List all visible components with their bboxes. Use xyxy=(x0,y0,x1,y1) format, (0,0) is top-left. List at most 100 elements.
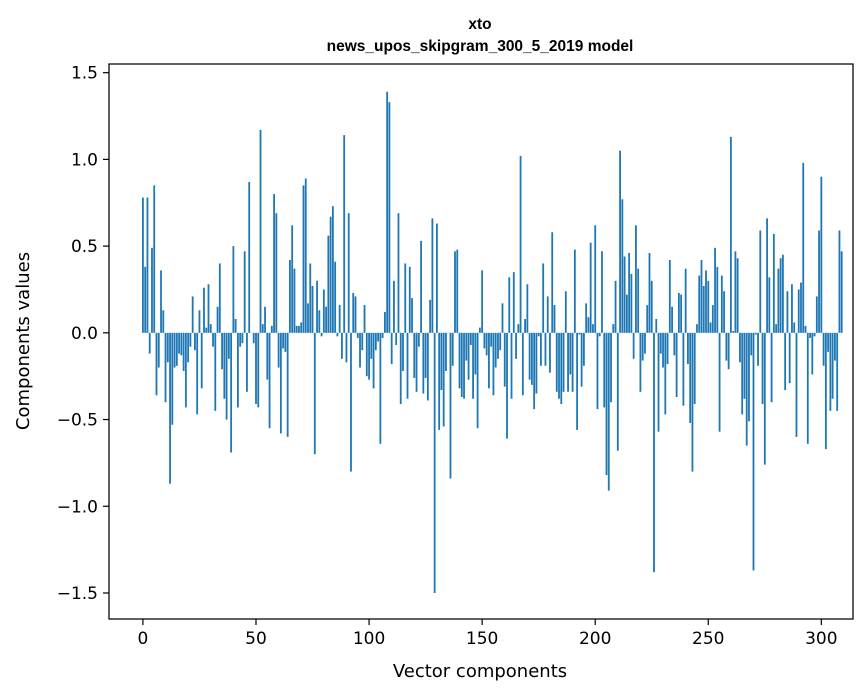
bar-4 xyxy=(151,247,153,333)
bar-261 xyxy=(732,331,735,333)
bar-54 xyxy=(264,306,266,333)
bar-284 xyxy=(784,332,787,391)
bar-163 xyxy=(510,332,513,399)
bar-245 xyxy=(696,324,698,333)
bar-174 xyxy=(535,332,538,394)
bar-272 xyxy=(757,332,759,366)
bar-235 xyxy=(673,332,676,356)
bar-32 xyxy=(214,332,217,411)
bar-114 xyxy=(399,332,402,404)
bar-292 xyxy=(802,162,805,333)
bar-68 xyxy=(295,325,298,333)
bar-73 xyxy=(307,303,309,333)
bar-90 xyxy=(345,332,348,363)
bar-5 xyxy=(153,185,156,333)
bar-70 xyxy=(300,322,303,333)
bar-212 xyxy=(621,199,624,333)
bar-107 xyxy=(383,312,386,333)
bar-200 xyxy=(594,225,597,333)
bar-6 xyxy=(155,332,158,396)
bar-257 xyxy=(723,291,726,333)
bar-67 xyxy=(293,268,296,333)
bar-236 xyxy=(675,332,678,397)
bar-83 xyxy=(329,216,332,333)
bar-274 xyxy=(761,332,764,404)
x-tick-label: 200 xyxy=(579,629,611,649)
bar-243 xyxy=(691,332,694,472)
bar-37 xyxy=(225,332,228,420)
bar-210 xyxy=(616,332,619,451)
bar-31 xyxy=(212,332,214,347)
bar-229 xyxy=(659,332,662,354)
bar-218 xyxy=(635,225,637,333)
bar-256 xyxy=(720,275,723,333)
bar-57 xyxy=(270,325,273,333)
bar-299 xyxy=(818,230,820,333)
bar-82 xyxy=(327,235,330,333)
bar-283 xyxy=(781,254,784,333)
bar-96 xyxy=(359,332,361,368)
bar-279 xyxy=(772,233,775,333)
y-axis-label: Components values xyxy=(13,252,34,430)
bar-41 xyxy=(234,318,237,333)
bar-43 xyxy=(239,332,242,347)
bar-161 xyxy=(506,332,508,439)
bar-89 xyxy=(343,135,346,333)
bar-63 xyxy=(284,332,287,352)
bar-231 xyxy=(664,332,667,415)
bars-group xyxy=(142,91,843,593)
bar-187 xyxy=(564,291,567,333)
bar-98 xyxy=(363,305,366,333)
bar-110 xyxy=(390,332,393,365)
bar-94 xyxy=(354,296,357,333)
bar-162 xyxy=(508,277,511,333)
bar-85 xyxy=(334,261,337,333)
bar-289 xyxy=(795,332,798,437)
bar-308 xyxy=(838,230,841,333)
bar-49 xyxy=(252,332,255,344)
bar-134 xyxy=(445,332,447,371)
bar-222 xyxy=(644,332,646,354)
bar-199 xyxy=(592,324,594,333)
bar-33 xyxy=(216,306,219,333)
bar-20 xyxy=(187,332,190,363)
bar-154 xyxy=(490,332,493,347)
bar-171 xyxy=(528,332,531,380)
bar-51 xyxy=(257,332,260,408)
bar-197 xyxy=(587,317,590,333)
chart-title-line1: xto xyxy=(468,16,491,33)
bar-126 xyxy=(426,332,429,401)
bar-160 xyxy=(503,332,506,387)
bar-309 xyxy=(840,251,843,333)
bar-173 xyxy=(533,332,536,410)
bar-74 xyxy=(309,263,312,333)
bar-178 xyxy=(544,332,547,366)
bar-50 xyxy=(255,332,257,404)
y-tick-label: 1.5 xyxy=(71,64,98,84)
bar-72 xyxy=(304,178,307,333)
bar-0 xyxy=(142,197,144,333)
bar-23 xyxy=(194,332,196,351)
bar-232 xyxy=(666,332,669,365)
bar-180 xyxy=(549,332,551,373)
bar-19 xyxy=(184,332,187,408)
bar-104 xyxy=(377,332,380,342)
bar-66 xyxy=(291,225,294,333)
bar-143 xyxy=(465,332,468,361)
bar-145 xyxy=(469,332,472,345)
bar-120 xyxy=(413,332,416,378)
bar-3 xyxy=(148,332,151,354)
bar-108 xyxy=(386,91,389,333)
bar-260 xyxy=(729,136,732,333)
bar-9 xyxy=(162,310,165,333)
bar-301 xyxy=(822,332,825,366)
bar-271 xyxy=(754,332,757,335)
bar-1 xyxy=(144,266,147,333)
y-tick-label: 0.0 xyxy=(71,324,98,344)
bar-278 xyxy=(770,332,773,403)
bar-240 xyxy=(684,268,687,333)
bar-203 xyxy=(601,251,603,333)
bar-111 xyxy=(393,280,395,333)
bar-214 xyxy=(625,294,628,333)
bar-149 xyxy=(478,327,481,333)
